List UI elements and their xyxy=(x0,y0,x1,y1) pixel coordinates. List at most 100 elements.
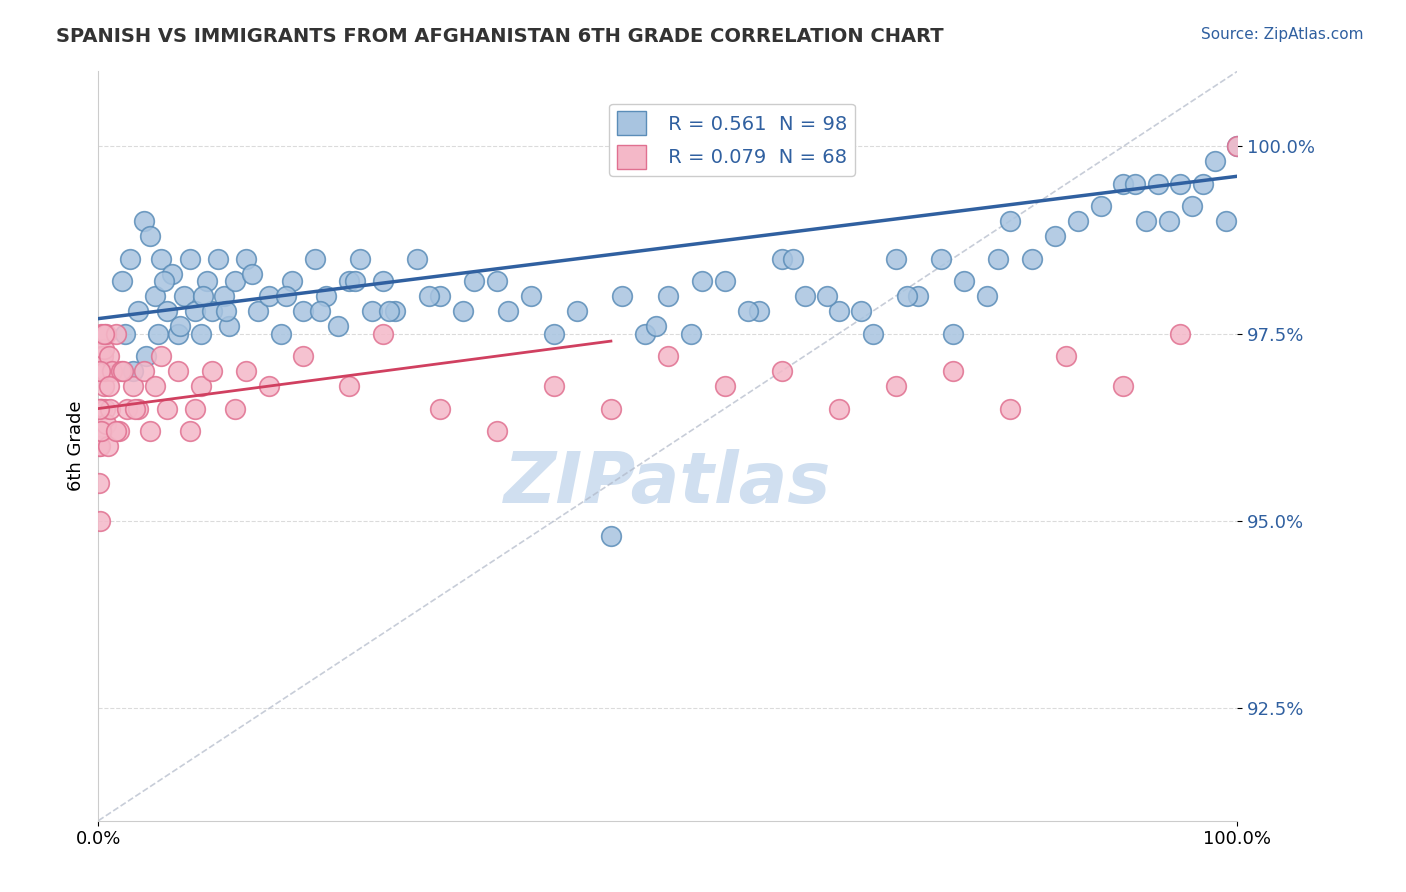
Point xyxy=(167,326,190,341)
Point xyxy=(91,349,114,363)
Point xyxy=(463,274,485,288)
Point xyxy=(315,289,337,303)
Point xyxy=(281,274,304,288)
Point xyxy=(201,304,224,318)
Point xyxy=(337,274,360,288)
Point xyxy=(690,274,713,288)
Point xyxy=(138,229,160,244)
Point xyxy=(195,274,218,288)
Point xyxy=(486,424,509,438)
Point xyxy=(612,289,634,303)
Point xyxy=(215,304,238,318)
Point xyxy=(259,379,281,393)
Point xyxy=(1204,154,1226,169)
Point xyxy=(224,274,246,288)
Point xyxy=(645,319,668,334)
Point xyxy=(89,364,111,378)
Point xyxy=(114,326,136,341)
Point xyxy=(90,364,112,378)
Point xyxy=(89,364,111,378)
Point xyxy=(942,326,965,341)
Point xyxy=(953,274,976,288)
Point xyxy=(90,424,112,438)
Point xyxy=(93,342,115,356)
Point xyxy=(121,364,143,378)
Point xyxy=(90,424,112,438)
Legend:  R = 0.561  N = 98,  R = 0.079  N = 68: R = 0.561 N = 98, R = 0.079 N = 68 xyxy=(609,103,855,177)
Point xyxy=(111,274,134,288)
Point xyxy=(1157,214,1180,228)
Point xyxy=(714,274,737,288)
Point xyxy=(90,401,112,416)
Point xyxy=(96,439,118,453)
Point xyxy=(406,252,429,266)
Point xyxy=(135,349,157,363)
Point xyxy=(153,274,176,288)
Point xyxy=(89,439,111,453)
Point xyxy=(179,424,201,438)
Point xyxy=(132,364,155,378)
Point xyxy=(120,252,142,266)
Point xyxy=(224,401,246,416)
Point xyxy=(169,319,191,334)
Point xyxy=(292,304,315,318)
Point xyxy=(101,364,124,378)
Point xyxy=(94,417,117,431)
Point xyxy=(90,349,112,363)
Point xyxy=(132,214,155,228)
Point xyxy=(714,379,737,393)
Point xyxy=(1226,139,1249,153)
Point xyxy=(240,267,263,281)
Point xyxy=(1170,326,1192,341)
Point xyxy=(371,274,394,288)
Point xyxy=(167,364,190,378)
Point xyxy=(173,289,195,303)
Point xyxy=(828,401,851,416)
Point xyxy=(292,349,315,363)
Y-axis label: 6th Grade: 6th Grade xyxy=(66,401,84,491)
Point xyxy=(634,326,657,341)
Point xyxy=(108,424,131,438)
Point xyxy=(1112,379,1135,393)
Point xyxy=(1090,199,1112,213)
Text: ZIPatlas: ZIPatlas xyxy=(505,449,831,518)
Point xyxy=(862,326,884,341)
Point xyxy=(486,274,509,288)
Point xyxy=(235,364,257,378)
Text: SPANISH VS IMMIGRANTS FROM AFGHANISTAN 6TH GRADE CORRELATION CHART: SPANISH VS IMMIGRANTS FROM AFGHANISTAN 6… xyxy=(56,27,943,45)
Point xyxy=(828,304,851,318)
Point xyxy=(451,304,474,318)
Point xyxy=(1021,252,1043,266)
Point xyxy=(770,252,793,266)
Point xyxy=(104,424,127,438)
Point xyxy=(748,304,770,318)
Point xyxy=(246,304,269,318)
Point xyxy=(138,424,160,438)
Point xyxy=(98,401,121,416)
Point xyxy=(309,304,332,318)
Point xyxy=(371,326,394,341)
Point xyxy=(657,289,679,303)
Point xyxy=(184,304,207,318)
Point xyxy=(851,304,873,318)
Point xyxy=(93,379,115,393)
Point xyxy=(145,289,167,303)
Point xyxy=(110,364,132,378)
Point xyxy=(201,364,224,378)
Point xyxy=(97,349,120,363)
Point xyxy=(987,252,1010,266)
Point xyxy=(1123,177,1146,191)
Point xyxy=(90,326,112,341)
Point xyxy=(600,401,623,416)
Point xyxy=(1181,199,1204,213)
Point xyxy=(429,289,451,303)
Point xyxy=(89,439,111,453)
Point xyxy=(360,304,382,318)
Point xyxy=(520,289,543,303)
Point xyxy=(737,304,759,318)
Point xyxy=(87,476,110,491)
Point xyxy=(1112,177,1135,191)
Point xyxy=(179,252,201,266)
Point xyxy=(1170,177,1192,191)
Point xyxy=(207,252,229,266)
